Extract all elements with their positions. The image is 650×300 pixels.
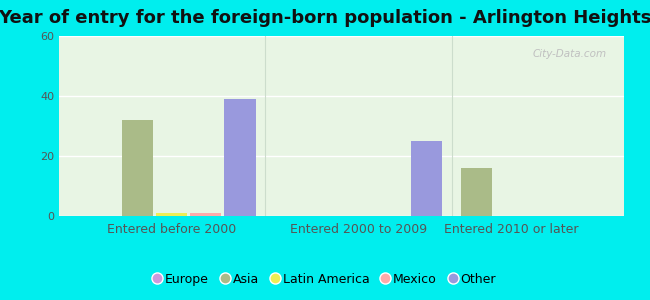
Bar bbox=[156, 213, 187, 216]
Bar bbox=[461, 168, 492, 216]
Legend: Europe, Asia, Latin America, Mexico, Other: Europe, Asia, Latin America, Mexico, Oth… bbox=[149, 268, 501, 291]
Bar bbox=[411, 141, 442, 216]
Bar bbox=[224, 99, 255, 216]
Text: Year of entry for the foreign-born population - Arlington Heights: Year of entry for the foreign-born popul… bbox=[0, 9, 650, 27]
Bar bbox=[190, 213, 222, 216]
Text: City-Data.com: City-Data.com bbox=[533, 49, 607, 58]
Bar bbox=[122, 120, 153, 216]
